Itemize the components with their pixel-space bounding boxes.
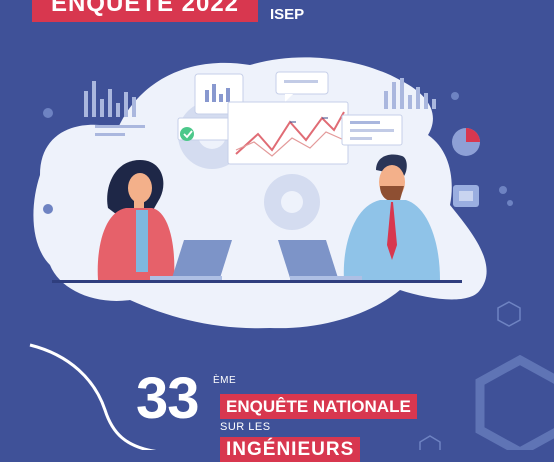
- edition-number: 33: [136, 366, 200, 431]
- illustration: [29, 57, 554, 450]
- title-line-1: ENQUÊTE NATIONALE: [220, 394, 417, 419]
- swoosh-line: [29, 343, 158, 450]
- desk-line: [52, 280, 462, 283]
- decor-dot: [451, 92, 459, 100]
- pie-chart-icon: [452, 128, 480, 156]
- hexagon-logo-icon: [419, 435, 441, 450]
- decor-dot: [43, 108, 53, 118]
- hexagon-logo-icon: [497, 301, 521, 327]
- woman-figure: [97, 160, 175, 280]
- decor-dot: [43, 204, 53, 214]
- title-line-2: SUR LES: [220, 421, 271, 433]
- bar-chart-icon: [84, 81, 145, 136]
- hexagon-logo-icon: [475, 354, 554, 450]
- man-figure: [343, 154, 440, 280]
- decor-dot: [499, 186, 507, 194]
- gear-icon: [264, 174, 320, 230]
- edition-suffix: ÈME: [213, 375, 237, 386]
- laptop-icon: [278, 240, 362, 280]
- laptop-icon: [150, 240, 232, 280]
- form-card: [341, 114, 403, 146]
- line-chart-icon: [227, 101, 349, 165]
- survey-year-badge: ENQUÊTE 2022: [32, 0, 258, 22]
- decor-dot: [507, 200, 513, 206]
- bar-chart-icon: [384, 78, 436, 109]
- isep-label: ISEP: [270, 6, 305, 23]
- speech-bubble: [275, 71, 329, 102]
- window-icon: [453, 185, 479, 207]
